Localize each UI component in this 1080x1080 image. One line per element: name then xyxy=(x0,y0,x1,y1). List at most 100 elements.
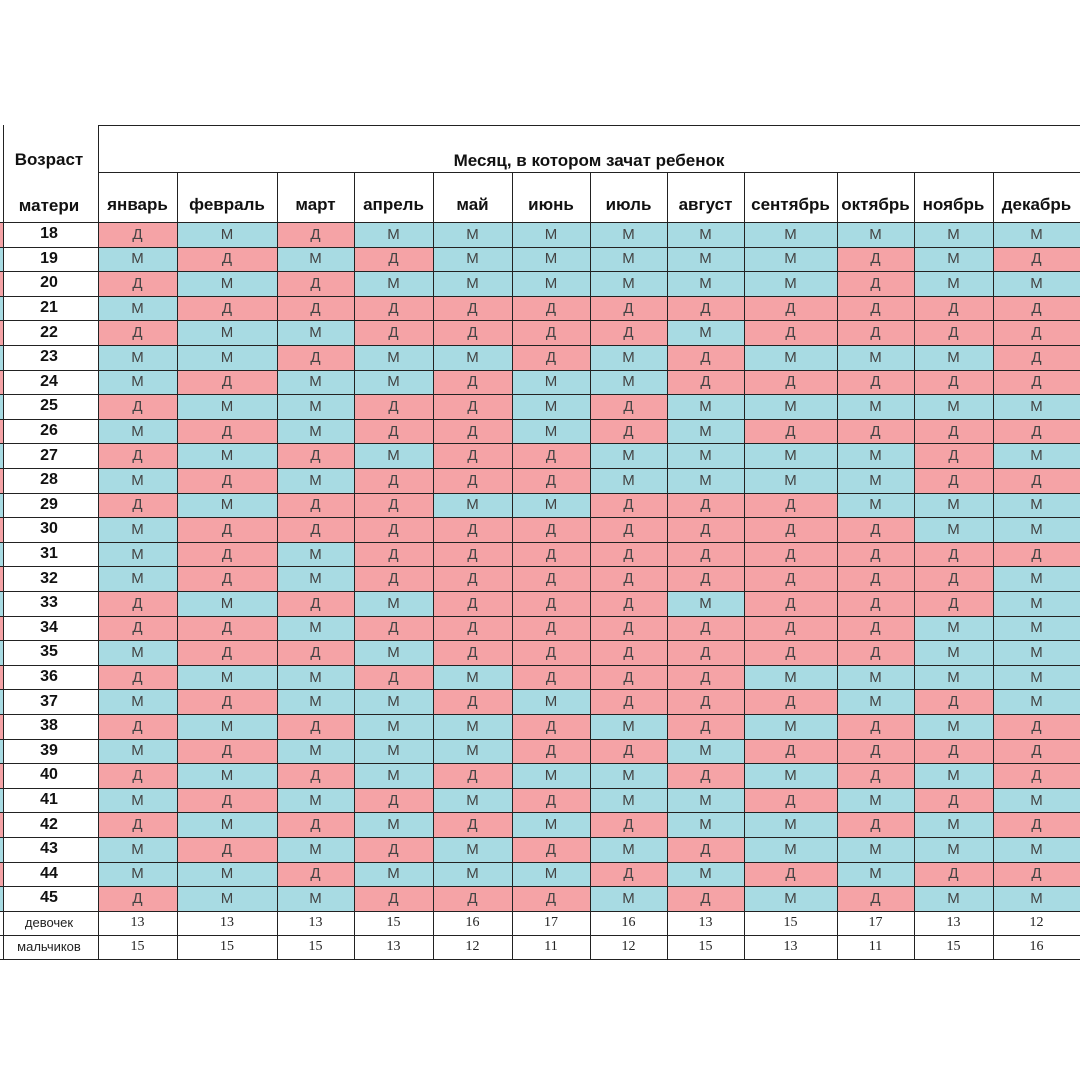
prediction-cell: Д xyxy=(914,468,993,493)
prediction-cell: Д xyxy=(354,320,433,345)
prediction-cell: Д xyxy=(512,517,590,542)
prediction-cell: М xyxy=(277,837,354,862)
grid-hline xyxy=(0,566,1080,568)
prediction-cell: М xyxy=(744,763,837,788)
prediction-cell: М xyxy=(98,640,177,665)
prediction-cell: М xyxy=(177,861,277,887)
prediction-cell: Д xyxy=(354,664,433,690)
prediction-cell: М xyxy=(277,369,354,395)
age-cell: 44 xyxy=(0,861,98,887)
row-edge-marker xyxy=(0,468,3,493)
prediction-cell: Д xyxy=(667,615,744,641)
prediction-cell: Д xyxy=(98,664,177,690)
prediction-cell: М xyxy=(667,812,744,837)
row-edge-marker xyxy=(0,886,3,911)
prediction-cell: Д xyxy=(177,369,277,395)
prediction-cell: М xyxy=(512,812,590,837)
prediction-cell: Д xyxy=(993,714,1080,739)
prediction-cell: Д xyxy=(993,468,1080,493)
prediction-cell: Д xyxy=(914,418,993,444)
prediction-cell: М xyxy=(354,443,433,468)
prediction-cell: Д xyxy=(354,517,433,542)
boys-count: 13 xyxy=(354,934,433,959)
prediction-cell: Д xyxy=(512,664,590,690)
prediction-cell: Д xyxy=(744,615,837,641)
prediction-cell: Д xyxy=(590,591,667,616)
prediction-cell: М xyxy=(277,566,354,591)
prediction-cell: Д xyxy=(837,886,914,911)
prediction-cell: Д xyxy=(433,443,512,468)
prediction-cell: Д xyxy=(512,787,590,813)
prediction-cell: Д xyxy=(667,664,744,690)
grid-hline xyxy=(0,837,1080,838)
prediction-cell: М xyxy=(277,689,354,714)
prediction-cell: М xyxy=(837,787,914,813)
prediction-cell: Д xyxy=(512,345,590,370)
prediction-cell: Д xyxy=(98,222,177,247)
prediction-cell: М xyxy=(177,714,277,739)
prediction-cell: Д xyxy=(744,738,837,764)
row-edge-marker xyxy=(0,812,3,837)
prediction-cell: М xyxy=(354,689,433,714)
row-edge-marker xyxy=(0,369,3,395)
prediction-cell: М xyxy=(512,222,590,247)
prediction-cell: Д xyxy=(433,763,512,788)
prediction-cell: М xyxy=(98,837,177,862)
grid-hline xyxy=(98,172,1080,173)
boys-count: 13 xyxy=(744,934,837,959)
prediction-cell: Д xyxy=(98,591,177,616)
row-edge-marker xyxy=(0,640,3,665)
age-cell: 20 xyxy=(0,271,98,296)
prediction-cell: М xyxy=(590,763,667,788)
prediction-cell: М xyxy=(277,738,354,764)
prediction-cell: Д xyxy=(993,861,1080,887)
prediction-cell: Д xyxy=(277,443,354,468)
prediction-cell: Д xyxy=(914,861,993,887)
prediction-cell: М xyxy=(277,787,354,813)
prediction-cell: М xyxy=(667,468,744,493)
prediction-cell: М xyxy=(177,394,277,419)
prediction-cell: М xyxy=(837,837,914,862)
prediction-cell: Д xyxy=(837,541,914,567)
prediction-cell: Д xyxy=(993,246,1080,272)
prediction-cell: М xyxy=(177,443,277,468)
age-header-top: Возраст xyxy=(14,150,84,169)
boys-count: 12 xyxy=(590,934,667,959)
prediction-cell: Д xyxy=(354,246,433,272)
prediction-cell: М xyxy=(914,664,993,690)
prediction-cell: М xyxy=(744,394,837,419)
prediction-cell: М xyxy=(98,861,177,887)
prediction-cell: Д xyxy=(512,320,590,345)
prediction-cell: М xyxy=(993,837,1080,862)
grid-vline xyxy=(512,172,513,959)
prediction-cell: Д xyxy=(433,394,512,419)
prediction-cell: Д xyxy=(837,517,914,542)
grid-hline xyxy=(0,443,1080,445)
prediction-cell: Д xyxy=(277,640,354,665)
prediction-cell: Д xyxy=(837,246,914,272)
prediction-cell: М xyxy=(177,320,277,345)
prediction-cell: М xyxy=(914,763,993,788)
girls-count: 17 xyxy=(837,910,914,935)
prediction-cell: Д xyxy=(837,418,914,444)
prediction-cell: М xyxy=(433,345,512,370)
prediction-cell: М xyxy=(98,689,177,714)
month-header-1: февраль xyxy=(189,195,265,214)
grid-vline xyxy=(177,172,178,959)
prediction-cell: М xyxy=(744,812,837,837)
prediction-cell: Д xyxy=(177,246,277,272)
prediction-cell: М xyxy=(744,345,837,370)
prediction-cell: Д xyxy=(837,640,914,665)
boys-count: 15 xyxy=(98,934,177,959)
prediction-cell: Д xyxy=(744,566,837,591)
prediction-cell: Д xyxy=(512,295,590,321)
prediction-cell: Д xyxy=(98,763,177,788)
row-edge-marker xyxy=(0,615,3,641)
prediction-cell: Д xyxy=(354,394,433,419)
prediction-cell: Д xyxy=(667,345,744,370)
prediction-cell: Д xyxy=(354,492,433,518)
prediction-cell: Д xyxy=(177,640,277,665)
prediction-cell: Д xyxy=(433,369,512,395)
prediction-cell: Д xyxy=(837,271,914,296)
age-cell: 25 xyxy=(0,394,98,419)
